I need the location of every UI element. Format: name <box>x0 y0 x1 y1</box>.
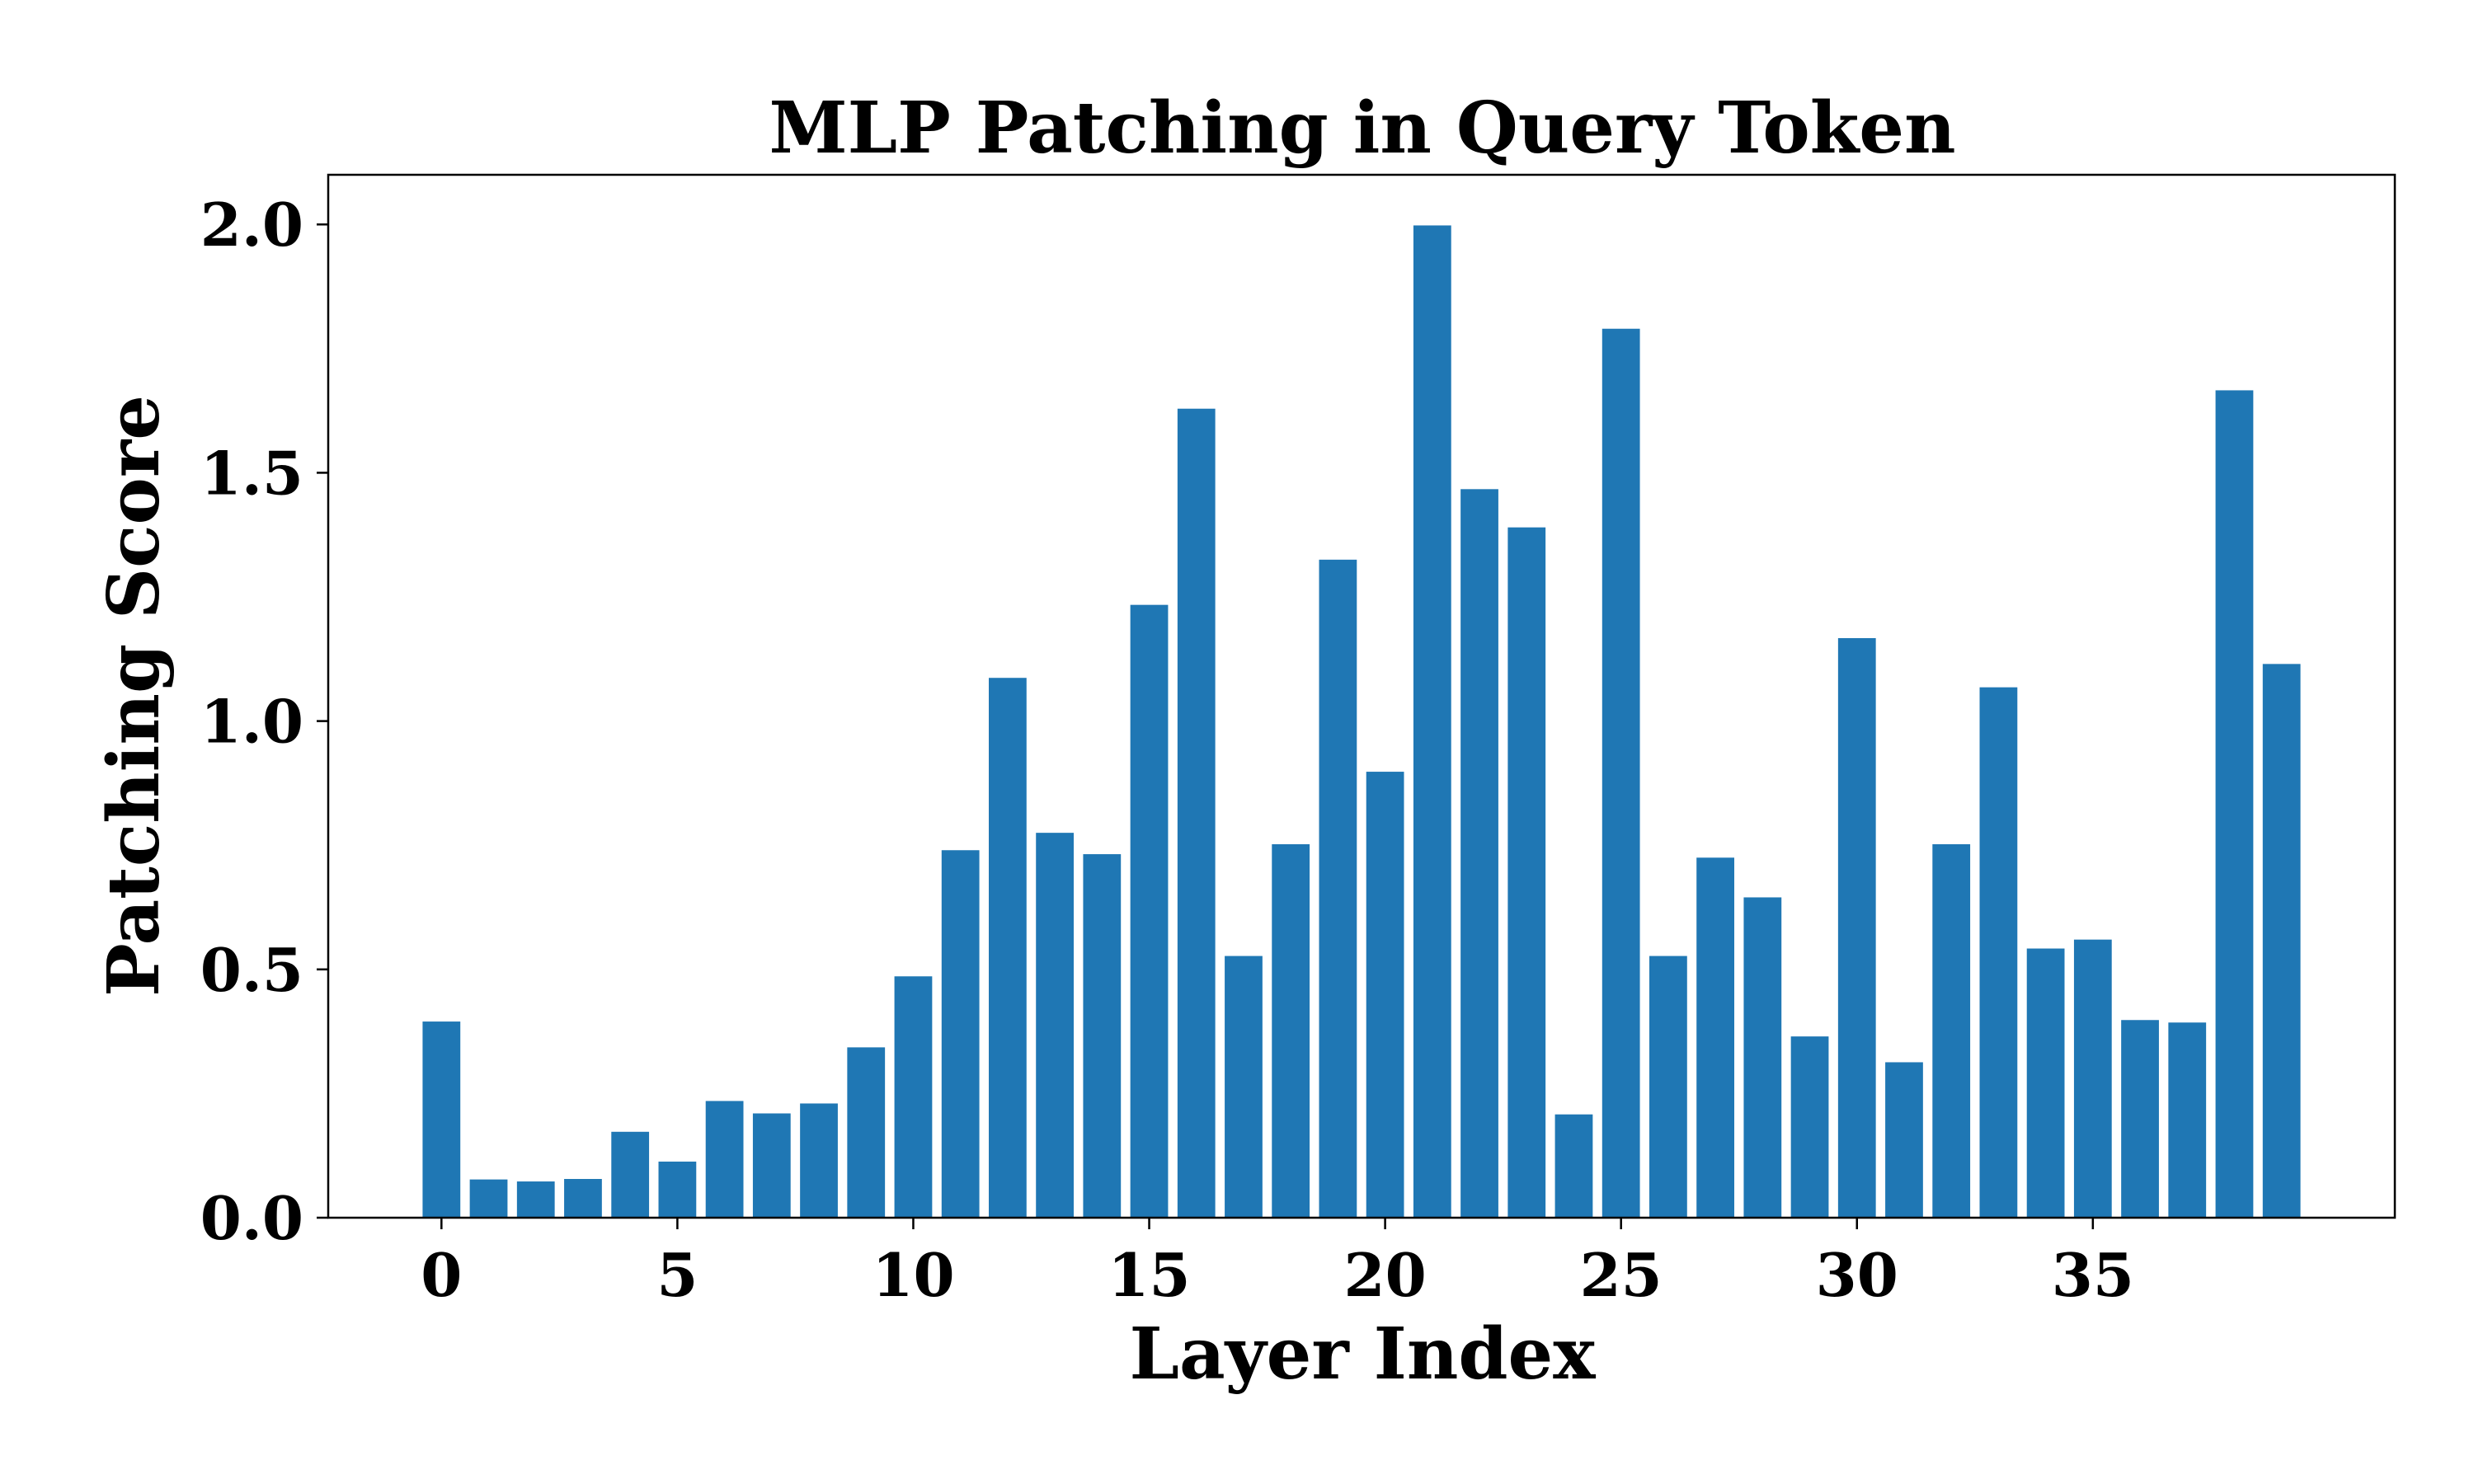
y-tick-label: 1.0 <box>200 687 303 757</box>
bar-layer-1 <box>469 1179 508 1218</box>
bar-layer-31 <box>1885 1062 1923 1218</box>
bar-layer-28 <box>1743 897 1782 1218</box>
bar-layer-6 <box>705 1101 744 1218</box>
bar-layer-37 <box>2168 1022 2207 1218</box>
x-tick-label: 30 <box>1816 1240 1898 1310</box>
bar-layer-38 <box>2215 390 2254 1218</box>
bar-layer-19 <box>1319 559 1357 1218</box>
bar-layer-17 <box>1225 956 1263 1218</box>
bar-layer-30 <box>1837 638 1876 1218</box>
y-tick-label: 2.0 <box>200 190 303 260</box>
bar-layer-11 <box>941 850 980 1218</box>
chart-title: MLP Patching in Query Token <box>769 87 1955 170</box>
y-axis-label: Patching Score <box>92 395 176 997</box>
bar-layer-4 <box>611 1131 650 1218</box>
bar-layer-36 <box>2121 1020 2159 1218</box>
bar-layer-3 <box>564 1179 602 1218</box>
bar-layer-27 <box>1696 857 1734 1218</box>
bar-layer-33 <box>1979 687 2018 1218</box>
bar-layer-29 <box>1790 1036 1829 1218</box>
x-tick-label: 0 <box>421 1240 462 1310</box>
bar-layer-32 <box>1932 844 1971 1218</box>
x-axis-label: Layer Index <box>1129 1313 1596 1396</box>
bar-layer-24 <box>1554 1114 1593 1218</box>
bar-layer-21 <box>1413 225 1451 1219</box>
bar-layer-20 <box>1366 772 1404 1218</box>
bar-layer-5 <box>658 1161 697 1218</box>
x-axis-ticks: 0 5 10 15 20 25 30 35 <box>421 1218 2134 1310</box>
bar-layer-12 <box>989 678 1027 1218</box>
bar-layer-26 <box>1649 956 1687 1218</box>
bar-layer-35 <box>2073 939 2112 1218</box>
bar-layer-7 <box>752 1113 791 1218</box>
x-tick-label: 20 <box>1344 1240 1427 1310</box>
bar-layer-23 <box>1507 527 1546 1218</box>
bar-layer-25 <box>1602 328 1640 1218</box>
x-tick-label: 10 <box>872 1240 954 1310</box>
bar-layer-16 <box>1177 408 1216 1219</box>
bar-layer-0 <box>422 1021 461 1218</box>
y-axis-ticks: 0.0 0.5 1.0 1.5 2.0 <box>200 190 328 1253</box>
x-tick-label: 15 <box>1108 1240 1190 1310</box>
bar-layer-9 <box>847 1047 886 1218</box>
bars-group <box>422 225 2301 1219</box>
bar-layer-39 <box>2262 664 2301 1218</box>
bar-layer-15 <box>1130 604 1169 1218</box>
bar-layer-34 <box>2026 948 2065 1218</box>
x-tick-label: 5 <box>656 1240 698 1310</box>
bar-layer-13 <box>1036 833 1074 1218</box>
y-tick-label: 0.5 <box>200 935 303 1005</box>
bar-layer-10 <box>894 976 933 1218</box>
bar-layer-14 <box>1083 854 1122 1218</box>
y-tick-label: 1.5 <box>200 438 303 508</box>
bar-layer-2 <box>516 1181 555 1218</box>
y-tick-label: 0.0 <box>200 1183 303 1253</box>
bar-layer-18 <box>1272 844 1310 1218</box>
bar-layer-8 <box>800 1103 838 1218</box>
x-tick-label: 25 <box>1580 1240 1663 1310</box>
bar-layer-22 <box>1460 489 1498 1218</box>
x-tick-label: 35 <box>2052 1240 2134 1310</box>
plot-frame <box>327 173 2396 1219</box>
